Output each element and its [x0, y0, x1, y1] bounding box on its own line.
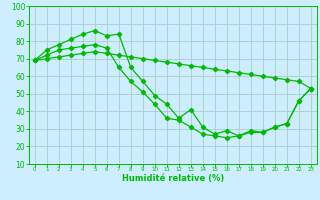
X-axis label: Humidité relative (%): Humidité relative (%): [122, 174, 224, 183]
